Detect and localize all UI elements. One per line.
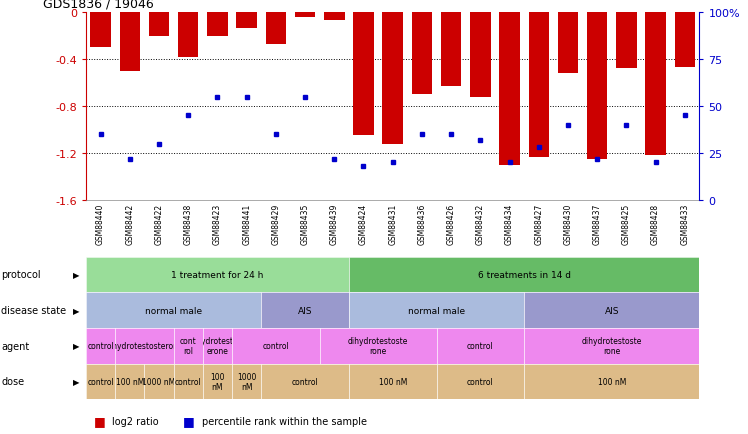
Text: 100
nM: 100 nM — [210, 372, 224, 391]
Bar — [91, 13, 111, 48]
Text: agent: agent — [1, 341, 30, 351]
Text: control: control — [88, 342, 114, 350]
Bar — [558, 13, 578, 74]
Bar — [178, 13, 198, 58]
Bar — [149, 13, 169, 36]
Text: 1000
nM: 1000 nM — [237, 372, 257, 391]
Text: ■: ■ — [94, 414, 105, 427]
Text: GDS1836 / 19046: GDS1836 / 19046 — [43, 0, 154, 10]
Text: protocol: protocol — [1, 270, 41, 279]
Bar — [236, 13, 257, 30]
Text: control: control — [263, 342, 289, 350]
Bar — [266, 13, 286, 45]
Text: 6 treatments in 14 d: 6 treatments in 14 d — [478, 270, 571, 279]
Text: 100 nM: 100 nM — [116, 377, 144, 386]
Text: ▶: ▶ — [73, 342, 79, 350]
Bar — [382, 13, 403, 144]
Bar — [120, 13, 140, 72]
Bar — [207, 13, 227, 36]
Bar — [675, 13, 695, 68]
Bar — [587, 13, 607, 160]
Bar — [646, 13, 666, 156]
Text: normal male: normal male — [408, 306, 465, 315]
Bar — [353, 13, 374, 136]
Text: dihydrotestosterone: dihydrotestosterone — [105, 342, 183, 350]
Text: dihydrotestoste
rone: dihydrotestoste rone — [348, 336, 408, 355]
Text: ▶: ▶ — [73, 306, 79, 315]
Text: control: control — [88, 377, 114, 386]
Text: control: control — [467, 377, 494, 386]
Bar — [295, 13, 316, 18]
Text: disease state: disease state — [1, 306, 67, 315]
Text: AIS: AIS — [604, 306, 619, 315]
Text: normal male: normal male — [145, 306, 202, 315]
Bar — [470, 13, 491, 97]
Text: ▶: ▶ — [73, 377, 79, 386]
Bar — [441, 13, 462, 87]
Text: 1 treatment for 24 h: 1 treatment for 24 h — [171, 270, 263, 279]
Bar — [500, 13, 520, 165]
Text: log2 ratio: log2 ratio — [112, 416, 159, 425]
Text: dose: dose — [1, 377, 25, 386]
Text: percentile rank within the sample: percentile rank within the sample — [202, 416, 367, 425]
Text: control: control — [467, 342, 494, 350]
Bar — [324, 13, 345, 21]
Text: 100 nM: 100 nM — [598, 377, 626, 386]
Text: dihydrotestost
erone: dihydrotestost erone — [189, 336, 245, 355]
Text: 1000 nM: 1000 nM — [142, 377, 176, 386]
Text: cont
rol: cont rol — [180, 336, 197, 355]
Text: ■: ■ — [183, 414, 195, 427]
Bar — [616, 13, 637, 69]
Text: ▶: ▶ — [73, 270, 79, 279]
Bar — [529, 13, 549, 157]
Text: AIS: AIS — [298, 306, 313, 315]
Text: 100 nM: 100 nM — [378, 377, 407, 386]
Text: control: control — [292, 377, 319, 386]
Text: dihydrotestoste
rone: dihydrotestoste rone — [581, 336, 642, 355]
Text: control: control — [175, 377, 202, 386]
Bar — [411, 13, 432, 95]
